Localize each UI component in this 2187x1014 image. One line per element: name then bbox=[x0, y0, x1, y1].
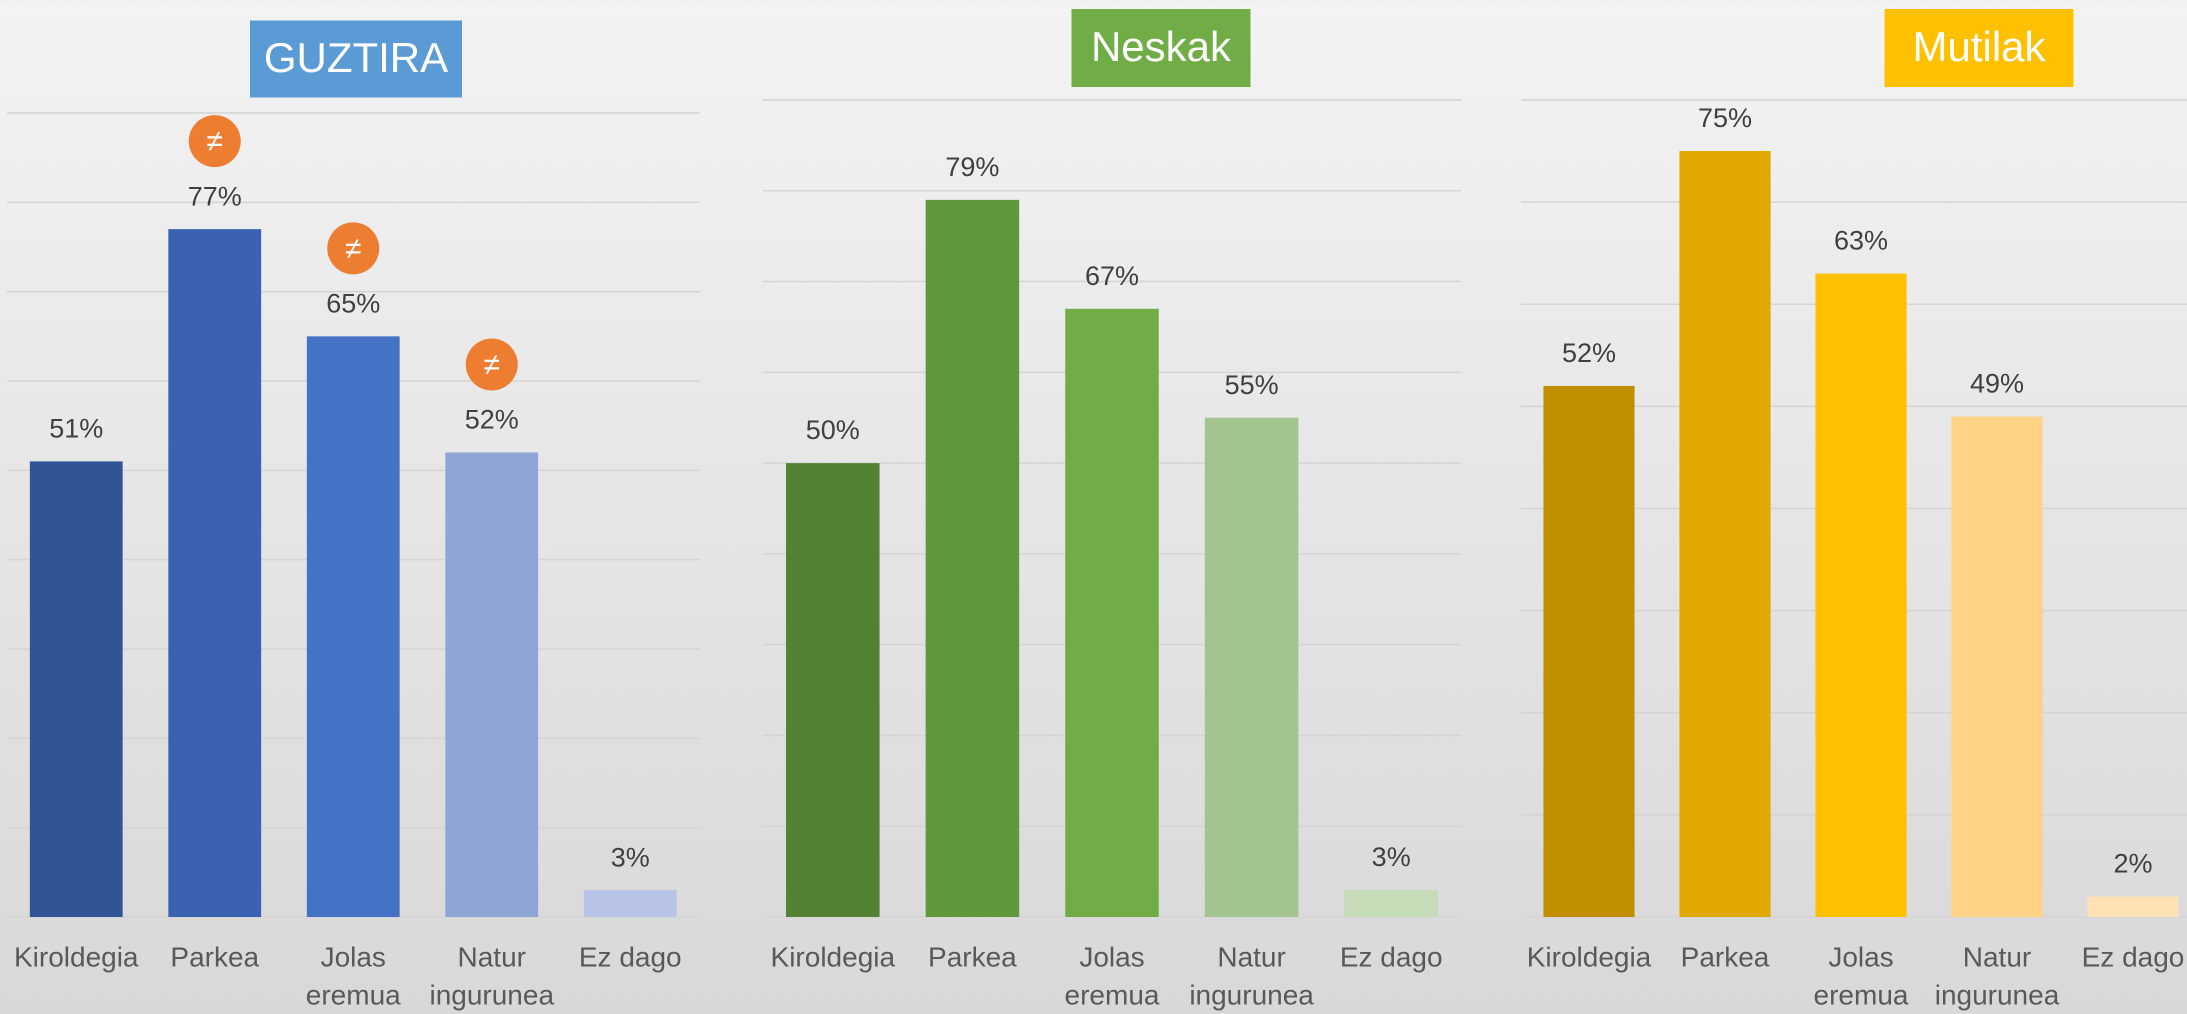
x-tick-label: Ez dago bbox=[2082, 941, 2185, 972]
chart-title: GUZTIRA bbox=[264, 34, 448, 81]
x-tick-label: Parkea bbox=[170, 941, 259, 972]
value-label: 52% bbox=[465, 405, 519, 435]
chart-title: Mutilak bbox=[1912, 23, 2046, 70]
value-label: 51% bbox=[49, 414, 103, 444]
annotation-badge bbox=[188, 115, 241, 168]
x-tick-label: Natur bbox=[458, 941, 526, 972]
chart: GUZTIRA 51% Kiroldegia 77% Parkea 65% Jolas ere… bbox=[7, 20, 700, 1010]
value-label: 63% bbox=[1834, 226, 1888, 256]
x-tick-label: Kiroldegia bbox=[771, 941, 896, 972]
value-label: 79% bbox=[945, 152, 999, 182]
chart: Neskak 50% Kiroldegia 79% Parkea 67% Jolas erem… bbox=[763, 9, 1461, 1010]
bar bbox=[306, 336, 400, 917]
title-box bbox=[1071, 9, 1251, 87]
value-label: 65% bbox=[326, 288, 380, 318]
value-label: 49% bbox=[1970, 369, 2024, 399]
value-label: 3% bbox=[1372, 842, 1411, 872]
value-label: 2% bbox=[2113, 849, 2152, 879]
value-label: 67% bbox=[1085, 261, 1139, 291]
bar bbox=[2087, 896, 2179, 917]
x-tick-label: ingurunea bbox=[1189, 979, 1314, 1010]
x-tick-label: Jolas bbox=[1828, 941, 1893, 972]
x-tick-label: Kiroldegia bbox=[1527, 941, 1652, 972]
value-label: 52% bbox=[1562, 338, 1616, 368]
annotation-badge bbox=[465, 338, 518, 391]
bar bbox=[1204, 417, 1299, 917]
bar bbox=[583, 890, 677, 917]
x-tick-label: eremua bbox=[1065, 979, 1160, 1010]
annotation: ≠ bbox=[484, 348, 500, 381]
x-tick-label: Kiroldegia bbox=[14, 941, 139, 972]
title-box bbox=[250, 20, 462, 98]
x-tick-label: Jolas bbox=[1079, 941, 1144, 972]
value-label: 75% bbox=[1698, 103, 1752, 133]
annotation-badge bbox=[327, 222, 380, 275]
value-label: 3% bbox=[611, 842, 650, 872]
bar bbox=[168, 229, 262, 918]
bar bbox=[29, 461, 123, 917]
x-tick-label: Parkea bbox=[1681, 941, 1770, 972]
bar bbox=[1815, 273, 1907, 917]
bar bbox=[1543, 385, 1635, 917]
bar bbox=[786, 463, 880, 917]
chart-title: Neskak bbox=[1091, 23, 1232, 70]
bar bbox=[1951, 416, 2043, 917]
annotation: ≠ bbox=[207, 125, 223, 158]
x-tick-label: Jolas bbox=[321, 941, 386, 972]
bar bbox=[925, 199, 1020, 917]
x-tick-label: Ez dago bbox=[1340, 941, 1443, 972]
x-tick-label: Natur bbox=[1963, 941, 2031, 972]
value-label: 55% bbox=[1225, 370, 1279, 400]
bar bbox=[445, 452, 539, 917]
bar bbox=[1679, 151, 1771, 917]
x-tick-label: Ez dago bbox=[579, 941, 682, 972]
value-label: 50% bbox=[806, 415, 860, 445]
chart: Mutilak 52% Kiroldegia 75% Parkea 63% Jolas ere… bbox=[1521, 9, 2187, 1010]
x-tick-label: Natur bbox=[1217, 941, 1285, 972]
x-tick-label: eremua bbox=[306, 979, 401, 1010]
x-tick-label: ingurunea bbox=[1935, 979, 2060, 1010]
bar bbox=[1065, 308, 1159, 917]
x-tick-label: ingurunea bbox=[429, 979, 554, 1010]
x-tick-label: eremua bbox=[1814, 979, 1909, 1010]
bar bbox=[1344, 889, 1438, 917]
value-label: 77% bbox=[188, 181, 242, 211]
x-tick-label: Parkea bbox=[928, 941, 1017, 972]
title-box bbox=[1884, 9, 2074, 87]
annotation: ≠ bbox=[345, 232, 361, 265]
